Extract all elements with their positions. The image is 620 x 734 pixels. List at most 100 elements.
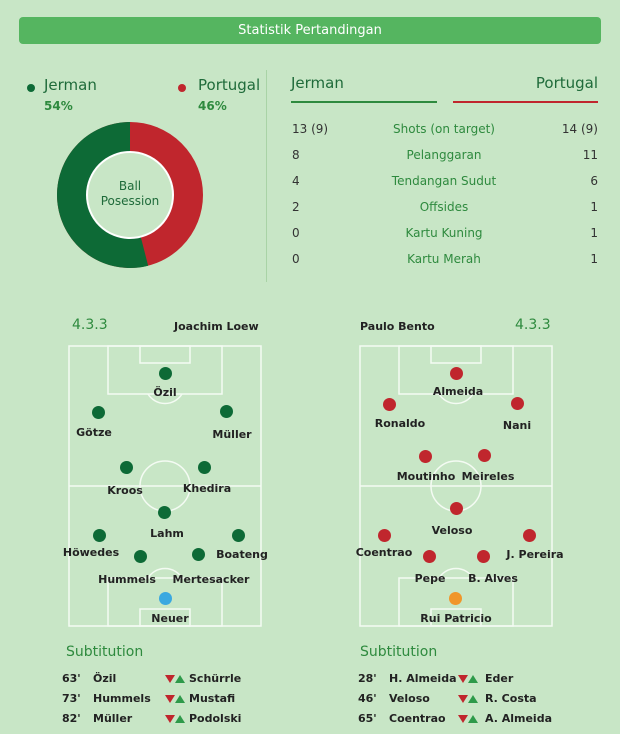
sub-out-icon: [458, 715, 468, 723]
subs-title-germany: Subtitution: [66, 644, 144, 660]
stat-left-value: 0: [292, 252, 300, 266]
sub-in: R. Costa: [485, 692, 537, 705]
player-marker: [158, 506, 171, 519]
sub-row: 73' Hummels Mustafi: [62, 692, 262, 710]
sub-out: Veloso: [389, 692, 430, 705]
player-name: Boateng: [216, 548, 268, 561]
sub-row: 82' Müller Podolski: [62, 712, 262, 730]
stat-label: Pelanggaran: [406, 148, 482, 162]
sub-minute: 46': [358, 692, 377, 705]
player-marker: [192, 548, 205, 561]
player-marker: [450, 367, 463, 380]
stat-row: 0 Kartu Merah 1: [290, 252, 598, 272]
player-name: Ronaldo: [374, 417, 426, 430]
player-marker: [159, 367, 172, 380]
sub-in-icon: [175, 675, 185, 683]
player-name: Müller: [212, 428, 252, 441]
possession-donut: Ball Posession: [57, 122, 203, 268]
sub-out: H. Almeida: [389, 672, 457, 685]
player-name: B. Alves: [468, 572, 518, 585]
stat-right-value: 6: [590, 174, 598, 188]
player-marker: [423, 550, 436, 563]
sub-row: 46' Veloso R. Costa: [358, 692, 588, 710]
player-name: Götze: [76, 426, 112, 439]
sub-out-icon: [165, 695, 175, 703]
sub-row: 63' Özil Schürrle: [62, 672, 262, 690]
goalkeeper-marker: [449, 592, 462, 605]
stats-team-left: Jerman: [291, 74, 344, 92]
subs-title-portugal: Subtitution: [360, 644, 438, 660]
stat-right-value: 1: [590, 226, 598, 240]
player-marker: [511, 397, 524, 410]
player-name: Almeida: [432, 385, 484, 398]
sub-row: 28' H. Almeida Eder: [358, 672, 588, 690]
pitch-portugal: [359, 345, 553, 627]
donut-label-1: Ball: [119, 179, 141, 193]
sub-in-icon: [468, 715, 478, 723]
stat-left-value: 0: [292, 226, 300, 240]
stat-label: Offsides: [419, 200, 469, 214]
sub-in-icon: [175, 715, 185, 723]
coach-germany: Joachim Loew: [174, 320, 259, 333]
stats-underline-right: [453, 101, 598, 103]
player-name: Khedira: [182, 482, 232, 495]
sub-in: Schürrle: [189, 672, 242, 685]
player-marker: [93, 529, 106, 542]
sub-out-icon: [458, 695, 468, 703]
sub-out-icon: [458, 675, 468, 683]
stat-right-value: 14 (9): [561, 122, 598, 136]
player-marker: [383, 398, 396, 411]
player-marker: [419, 450, 432, 463]
stat-right-value: 11: [582, 148, 598, 162]
stat-left-value: 8: [292, 148, 300, 162]
sub-in: Eder: [485, 672, 514, 685]
player-marker: [478, 449, 491, 462]
possession-pct-right: 46%: [198, 99, 227, 113]
player-name: Hummels: [98, 573, 156, 586]
stat-label: Kartu Kuning: [405, 226, 483, 240]
possession-slice-left: [57, 122, 149, 268]
donut-center: [86, 151, 174, 239]
sub-out-icon: [165, 675, 175, 683]
possession-team-left: Jerman: [44, 76, 97, 94]
sub-in: Podolski: [189, 712, 242, 725]
goalkeeper-marker: [159, 592, 172, 605]
germany-dot: [27, 84, 35, 92]
stat-left-value: 2: [292, 200, 300, 214]
possession-team-right: Portugal: [198, 76, 261, 94]
player-marker: [220, 405, 233, 418]
sub-in-icon: [175, 695, 185, 703]
player-marker: [378, 529, 391, 542]
sub-out: Hummels: [93, 692, 151, 705]
player-marker: [134, 550, 147, 563]
player-marker: [523, 529, 536, 542]
stat-left-value: 13 (9): [292, 122, 329, 136]
sub-in-icon: [468, 675, 478, 683]
stat-right-value: 1: [590, 200, 598, 214]
player-name: Moutinho: [396, 470, 456, 483]
formation-portugal: 4.3.3: [515, 317, 551, 333]
sub-minute: 28': [358, 672, 377, 685]
sub-in: A. Almeida: [485, 712, 552, 725]
player-name: Neuer: [151, 612, 189, 625]
donut-label-2: Posession: [101, 194, 160, 208]
possession-pct-left: 54%: [44, 99, 73, 113]
player-marker: [232, 529, 245, 542]
player-marker: [120, 461, 133, 474]
sub-minute: 63': [62, 672, 81, 685]
sub-in: Mustafi: [189, 692, 236, 705]
stat-row: 8 Pelanggaran 11: [290, 148, 598, 168]
stat-right-value: 1: [590, 252, 598, 266]
portugal-dot: [178, 84, 186, 92]
sub-out: Özil: [93, 672, 117, 685]
stats-team-right: Portugal: [535, 74, 598, 92]
player-name: Nani: [502, 419, 532, 432]
player-marker: [477, 550, 490, 563]
stat-row: 13 (9) Shots (on target) 14 (9): [290, 122, 598, 142]
coach-portugal: Paulo Bento: [360, 320, 435, 333]
stat-label: Shots (on target): [393, 122, 495, 136]
stat-row: 4 Tendangan Sudut 6: [290, 174, 598, 194]
formation-germany: 4.3.3: [72, 317, 108, 333]
player-name: Kroos: [107, 484, 143, 497]
player-name: Rui Patricio: [420, 612, 492, 625]
